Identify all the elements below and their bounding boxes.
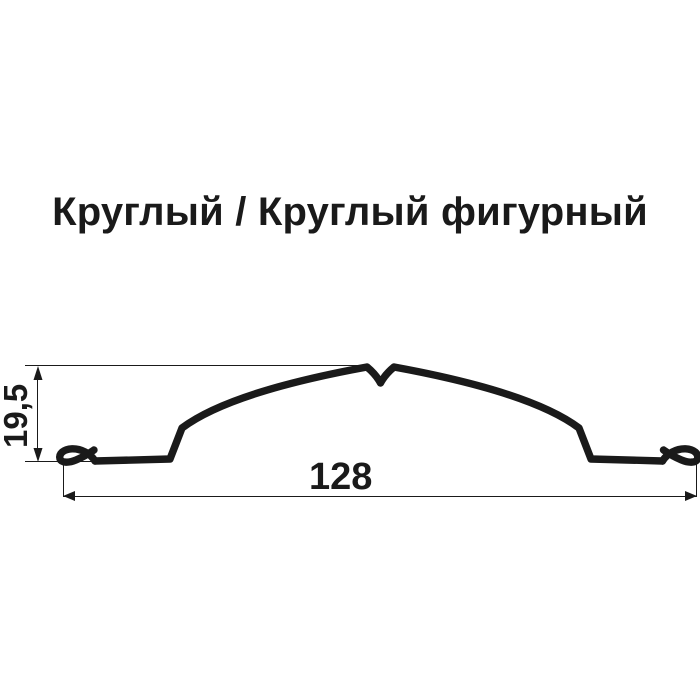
svg-text:19,5: 19,5 xyxy=(0,384,34,448)
svg-text:128: 128 xyxy=(309,456,372,498)
